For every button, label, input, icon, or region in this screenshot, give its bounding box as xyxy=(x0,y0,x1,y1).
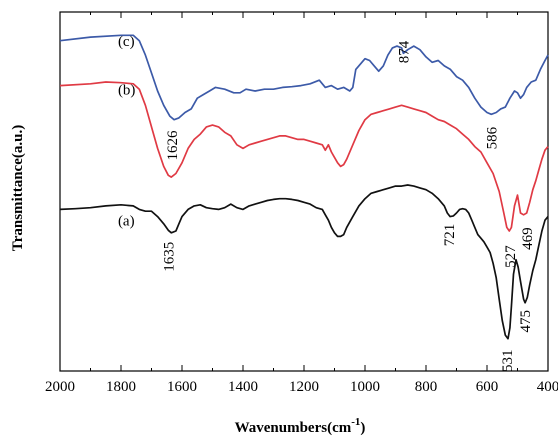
peak-label: 874 xyxy=(396,40,412,63)
series-label: (b) xyxy=(118,83,136,99)
x-tick-label: 1000 xyxy=(350,379,380,395)
peak-label: 531 xyxy=(500,350,516,373)
peak-label: 1635 xyxy=(161,242,177,272)
x-tick-label: 600 xyxy=(476,379,499,395)
plot-frame xyxy=(59,11,549,372)
peak-label: 469 xyxy=(520,227,536,250)
y-axis-title: Transmittance(a.u.) xyxy=(10,125,26,251)
x-tick-label: 400 xyxy=(537,379,558,395)
x-axis-title-main: Wavenumbers(cm xyxy=(235,420,352,436)
x-axis-title-close: ) xyxy=(360,420,365,436)
series-line-c xyxy=(59,34,549,121)
peak-label: 475 xyxy=(518,310,534,333)
x-axis-title-sup: -1 xyxy=(351,416,360,428)
series-label: (a) xyxy=(118,214,135,230)
peak-label: 586 xyxy=(484,126,500,149)
x-axis-title: Wavenumbers(cm-1) xyxy=(235,416,366,436)
x-tick-label: 800 xyxy=(415,379,438,395)
peak-label: 721 xyxy=(442,224,458,247)
series-line-a xyxy=(59,184,549,340)
series-label: (c) xyxy=(118,34,135,50)
peak-label: 1626 xyxy=(165,130,181,161)
x-tick-label: 1600 xyxy=(167,379,197,395)
x-tick-label: 1200 xyxy=(289,379,319,395)
x-tick-label: 2000 xyxy=(45,379,75,395)
plot-area: 2000 1800 1600 1400 1200 1000 800 600 400 (c) 1626… xyxy=(45,11,558,395)
x-tick-label: 1800 xyxy=(106,379,136,395)
x-tick-label: 1400 xyxy=(228,379,258,395)
series-line-b xyxy=(59,81,549,232)
